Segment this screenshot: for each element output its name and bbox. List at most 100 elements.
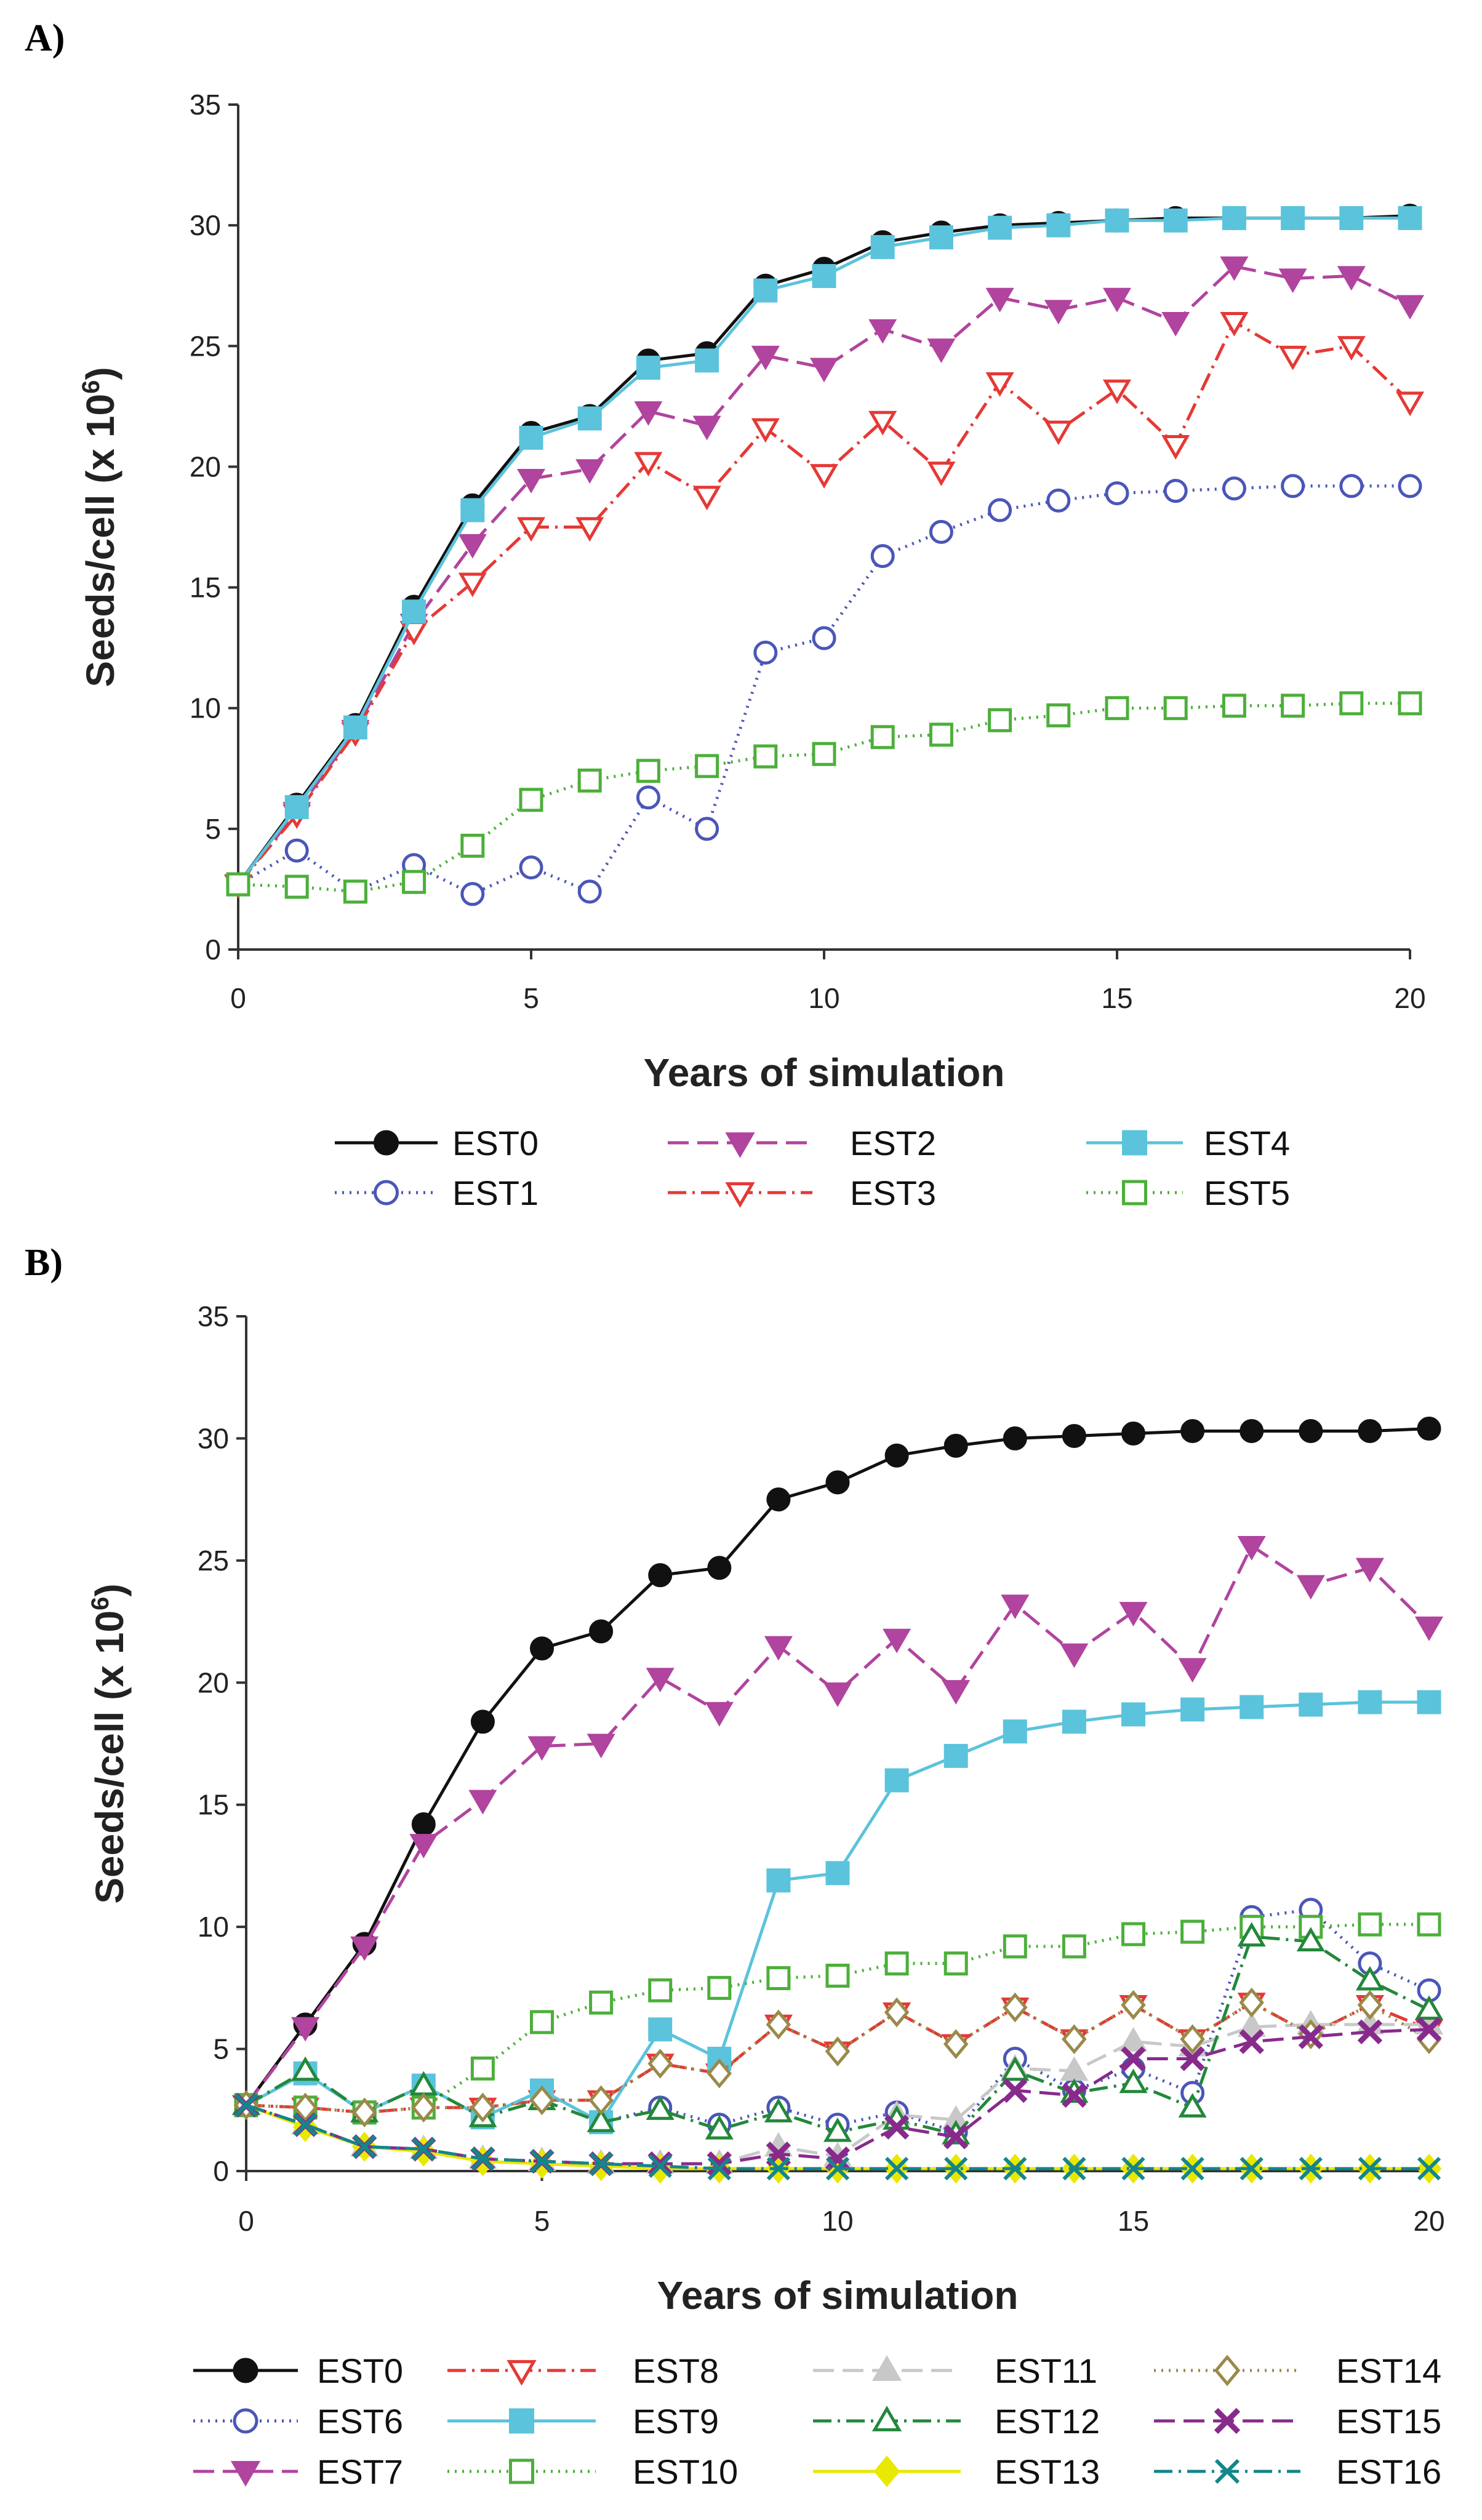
legend-item-est14: EST14 xyxy=(1154,2351,1441,2390)
data-point-est15 xyxy=(825,2146,851,2172)
data-point-est15 xyxy=(1416,2017,1442,2042)
data-point-est0 xyxy=(1299,1419,1323,1444)
legend-label: EST7 xyxy=(317,2452,403,2491)
data-point-est2 xyxy=(809,358,839,383)
data-point-est4 xyxy=(284,795,309,820)
data-point-est7 xyxy=(1414,1616,1444,1641)
y-tick-label: 0 xyxy=(213,2155,229,2187)
data-point-est15 xyxy=(1298,2024,1323,2049)
legend-label: EST4 xyxy=(1204,1124,1290,1162)
data-point-est3 xyxy=(692,486,721,511)
legend-marker xyxy=(725,1182,755,1208)
data-point-est16 xyxy=(1003,2156,1027,2181)
data-point-est7 xyxy=(527,1736,556,1761)
legend-label: EST9 xyxy=(633,2402,719,2441)
data-point-est10 xyxy=(766,1966,791,1990)
data-point-est3 xyxy=(1102,379,1132,404)
data-point-est10 xyxy=(1417,1912,1441,1937)
data-point-est3 xyxy=(1337,336,1366,361)
data-point-est12 xyxy=(705,2114,734,2140)
data-point-est1 xyxy=(577,879,602,904)
legend-marker xyxy=(509,2458,534,2484)
series-est5 xyxy=(226,691,1422,904)
data-point-est12 xyxy=(1237,1922,1266,1947)
data-point-est12 xyxy=(1178,2093,1207,2118)
x-tick-label: 15 xyxy=(1101,982,1132,1014)
y-axis-title-superscript: 6 xyxy=(78,380,105,394)
data-point-est4 xyxy=(1339,206,1364,230)
legend-marker xyxy=(233,2358,258,2383)
data-point-est1 xyxy=(1281,474,1305,498)
series-est4 xyxy=(226,206,1422,897)
x-axis-title: Years of simulation xyxy=(657,2273,1019,2318)
data-point-est5 xyxy=(577,768,602,793)
data-point-est15 xyxy=(1239,2029,1264,2054)
data-point-est2 xyxy=(1102,287,1132,313)
x-tick-label: 15 xyxy=(1118,2205,1149,2237)
data-point-est0 xyxy=(1358,1419,1382,1444)
data-point-est2 xyxy=(516,468,546,494)
legend-item-est2: EST2 xyxy=(668,1124,936,1162)
legend-item-est0: EST0 xyxy=(193,2351,403,2390)
data-point-est12 xyxy=(764,2098,793,2122)
data-point-est7 xyxy=(1178,1658,1207,1683)
data-point-est12 xyxy=(587,2107,615,2132)
data-point-est7 xyxy=(705,1702,734,1727)
data-point-est15 xyxy=(884,2114,910,2140)
data-point-est5 xyxy=(988,708,1012,732)
y-tick-label: 25 xyxy=(190,330,221,362)
data-point-est16 xyxy=(707,2156,731,2181)
data-point-est0 xyxy=(943,1433,968,1458)
legend-marker xyxy=(507,2360,537,2386)
data-point-est1 xyxy=(1339,474,1364,498)
x-tick-label: 10 xyxy=(822,2205,853,2237)
series-line-est5 xyxy=(238,702,1410,894)
data-point-est3 xyxy=(868,410,897,436)
data-point-est0 xyxy=(884,1443,909,1468)
series-est14 xyxy=(233,1987,1442,2128)
legend-marker xyxy=(509,2408,534,2434)
data-point-est16 xyxy=(766,2156,791,2181)
data-point-est4 xyxy=(343,715,367,740)
data-point-est1 xyxy=(753,640,778,665)
legend-item-est9: EST9 xyxy=(447,2402,719,2441)
legend-marker xyxy=(725,1132,755,1158)
y-tick-label: 25 xyxy=(198,1545,229,1577)
legend-marker xyxy=(374,1130,399,1156)
x-tick-label: 0 xyxy=(230,982,246,1014)
legend-label: EST13 xyxy=(995,2452,1100,2491)
data-point-est15 xyxy=(1357,2019,1383,2044)
data-point-est0 xyxy=(1417,1417,1441,1441)
data-point-est1 xyxy=(1222,476,1246,501)
data-point-est3 xyxy=(458,572,487,598)
data-point-est0 xyxy=(1180,1419,1205,1444)
panel-label: A) xyxy=(25,17,65,59)
legend-item-est12: EST12 xyxy=(813,2402,1100,2441)
series-est1 xyxy=(226,474,1422,906)
legend-item-est8: EST8 xyxy=(447,2351,719,2390)
data-point-est14 xyxy=(1003,1992,1028,2023)
data-point-est10 xyxy=(1062,1934,1086,1959)
data-point-est16 xyxy=(530,2150,554,2174)
legend-marker xyxy=(374,1180,399,1206)
x-tick-label: 10 xyxy=(808,982,839,1014)
series-est16 xyxy=(234,2093,1441,2181)
series-est12 xyxy=(231,1922,1444,2145)
data-point-est14 xyxy=(647,2049,673,2079)
data-point-est3 xyxy=(751,418,780,443)
data-point-est1 xyxy=(1046,488,1071,513)
data-point-est14 xyxy=(707,2058,732,2089)
series-est2 xyxy=(223,256,1425,899)
data-point-est4 xyxy=(753,278,778,303)
data-point-est4 xyxy=(1105,208,1129,233)
legend-item-est4: EST4 xyxy=(1086,1124,1290,1162)
data-point-est0 xyxy=(1003,1426,1027,1450)
data-point-est1 xyxy=(929,519,953,544)
y-tick-label: 0 xyxy=(205,934,221,966)
data-point-est14 xyxy=(529,2085,555,2116)
data-point-est3 xyxy=(927,462,956,486)
legend-marker xyxy=(1122,1180,1147,1206)
data-point-est9 xyxy=(1062,1710,1086,1734)
data-point-est4 xyxy=(988,215,1012,240)
data-point-est7 xyxy=(942,1680,971,1705)
